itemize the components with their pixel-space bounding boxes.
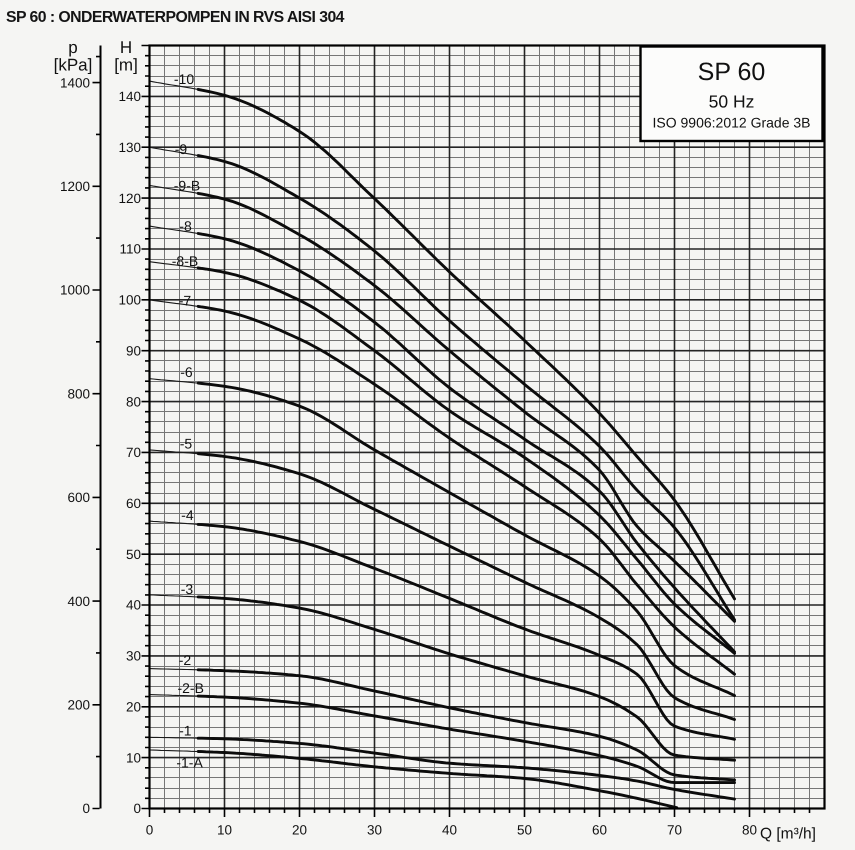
- svg-text:-1-A: -1-A: [176, 755, 203, 771]
- svg-text:[m]: [m]: [114, 56, 138, 75]
- svg-text:p: p: [68, 38, 77, 57]
- svg-text:SP 60: SP 60: [698, 58, 766, 86]
- svg-text:ISO 9906:2012 Grade 3B: ISO 9906:2012 Grade 3B: [653, 115, 811, 131]
- svg-text:1400: 1400: [60, 75, 90, 90]
- svg-text:60: 60: [592, 823, 607, 838]
- svg-text:40: 40: [126, 598, 141, 613]
- svg-text:-10: -10: [174, 71, 194, 87]
- svg-text:-9-B: -9-B: [174, 177, 200, 193]
- svg-text:-2: -2: [179, 652, 192, 668]
- svg-text:10: 10: [217, 823, 232, 838]
- svg-text:20: 20: [126, 700, 141, 715]
- svg-text:140: 140: [118, 89, 141, 104]
- svg-text:80: 80: [742, 823, 757, 838]
- svg-text:H: H: [120, 38, 132, 57]
- svg-text:-3: -3: [181, 581, 194, 597]
- svg-text:0: 0: [133, 801, 141, 816]
- svg-text:30: 30: [367, 823, 382, 838]
- svg-text:50: 50: [517, 823, 532, 838]
- svg-text:0: 0: [146, 823, 154, 838]
- svg-text:-6: -6: [180, 364, 193, 380]
- svg-text:800: 800: [67, 386, 90, 401]
- svg-text:-9: -9: [175, 141, 188, 157]
- svg-text:10: 10: [126, 750, 141, 765]
- svg-text:[kPa]: [kPa]: [54, 56, 93, 75]
- svg-text:20: 20: [292, 823, 307, 838]
- svg-text:-8: -8: [179, 218, 192, 234]
- svg-text:70: 70: [667, 823, 682, 838]
- svg-text:50: 50: [126, 547, 141, 562]
- svg-text:400: 400: [67, 594, 90, 609]
- svg-text:40: 40: [442, 823, 457, 838]
- svg-text:-2-B: -2-B: [177, 680, 203, 696]
- svg-text:-8-B: -8-B: [172, 253, 198, 269]
- svg-text:-1: -1: [179, 722, 192, 738]
- svg-text:60: 60: [126, 496, 141, 511]
- svg-text:30: 30: [126, 649, 141, 664]
- svg-text:110: 110: [119, 242, 141, 257]
- svg-text:-4: -4: [181, 507, 194, 523]
- svg-text:600: 600: [67, 490, 90, 505]
- svg-text:130: 130: [118, 140, 141, 155]
- svg-text:90: 90: [126, 343, 141, 358]
- svg-text:50 Hz: 50 Hz: [709, 92, 755, 112]
- svg-text:1000: 1000: [60, 283, 90, 298]
- svg-text:0: 0: [82, 801, 90, 816]
- svg-text:200: 200: [67, 698, 90, 713]
- svg-text:-5: -5: [180, 435, 193, 451]
- svg-text:100: 100: [118, 293, 141, 308]
- svg-text:-7: -7: [179, 292, 192, 308]
- svg-text:80: 80: [126, 394, 141, 409]
- svg-text:120: 120: [118, 191, 141, 206]
- svg-text:70: 70: [126, 445, 141, 460]
- svg-text:Q [m³/h]: Q [m³/h]: [760, 826, 816, 843]
- svg-text:1200: 1200: [60, 179, 90, 194]
